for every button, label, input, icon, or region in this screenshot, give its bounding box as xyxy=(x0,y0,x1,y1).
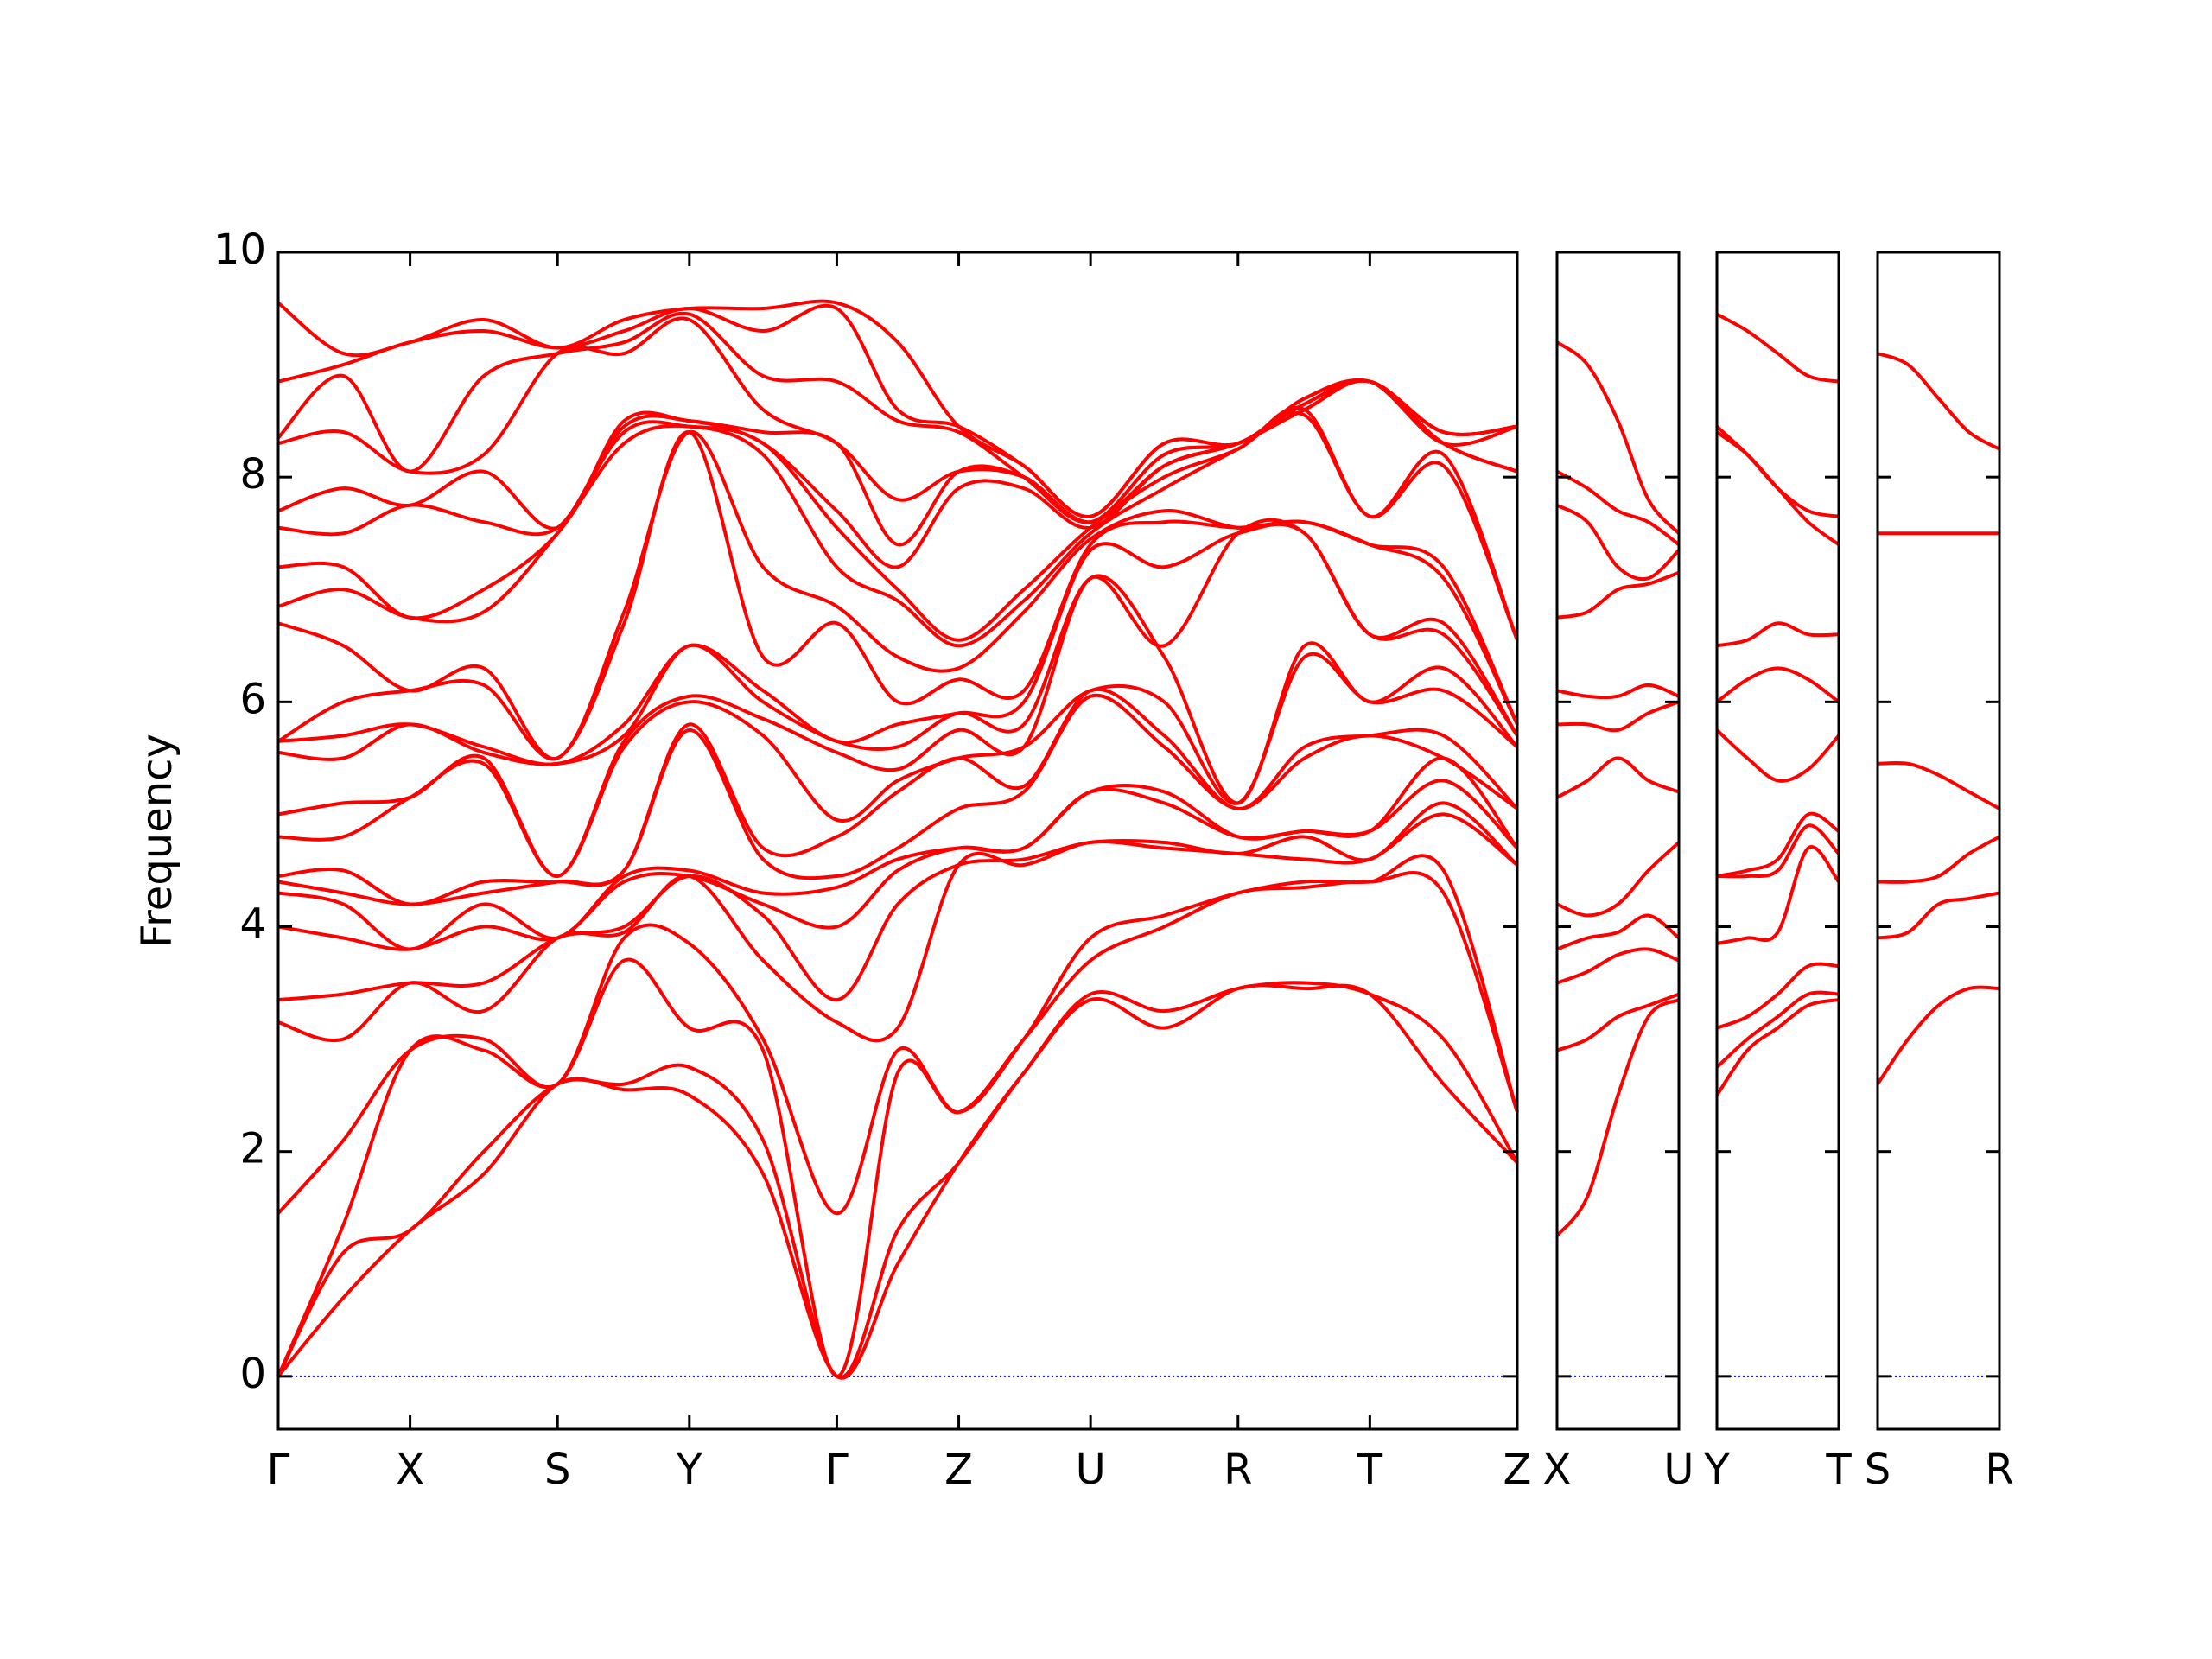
band-line xyxy=(1555,340,1681,535)
x-tick-label: S xyxy=(1865,1446,1891,1494)
band-line xyxy=(276,871,1519,1378)
band-line xyxy=(1715,728,1840,783)
y-axis-label: Frequency xyxy=(133,734,181,948)
x-tick-label: T xyxy=(1825,1446,1852,1494)
y-tick-label: 10 xyxy=(213,226,266,274)
x-tick-label: Z xyxy=(944,1446,973,1494)
band-line xyxy=(276,430,1519,761)
y-tick-label: 6 xyxy=(239,675,266,723)
band-line xyxy=(277,756,1519,951)
band-line xyxy=(1877,835,2000,884)
panel-frame xyxy=(1876,251,2001,1431)
band-line xyxy=(1556,756,1680,799)
x-tick-label: U xyxy=(1076,1446,1106,1494)
band-line xyxy=(1715,666,1840,703)
panel-frame xyxy=(276,251,1519,1431)
x-tick-label: R xyxy=(1985,1446,2013,1494)
band-line xyxy=(1877,760,2000,810)
band-line xyxy=(1716,845,1840,945)
band-line xyxy=(1556,913,1681,951)
band-line xyxy=(1715,990,1840,1069)
band-line xyxy=(276,311,1518,524)
band-line xyxy=(1556,841,1681,918)
band-line xyxy=(276,854,1519,1216)
y-tick-label: 4 xyxy=(239,900,266,949)
panel-frame xyxy=(1555,251,1681,1431)
y-tick-label: 0 xyxy=(239,1350,266,1398)
x-tick-label: Z xyxy=(1503,1446,1532,1494)
x-tick-label: R xyxy=(1224,1446,1252,1494)
band-line xyxy=(1556,947,1680,985)
band-line xyxy=(277,779,1519,951)
band-line xyxy=(1877,352,2000,451)
y-tick-label: 8 xyxy=(239,450,266,499)
band-line xyxy=(277,522,1519,766)
band-line xyxy=(1556,700,1680,733)
band-line xyxy=(1716,811,1840,878)
band-line xyxy=(1556,503,1681,582)
band-line xyxy=(1716,823,1840,879)
band-line xyxy=(1876,985,2000,1085)
x-tick-label: X xyxy=(1543,1446,1572,1494)
band-line xyxy=(276,983,1519,1380)
panel-frame xyxy=(1715,251,1840,1431)
band-line xyxy=(1556,992,1680,1052)
x-tick-label: Γ xyxy=(267,1446,290,1494)
band-line xyxy=(1556,683,1680,700)
band-line xyxy=(277,518,1519,766)
x-tick-label: X xyxy=(396,1446,424,1494)
band-line xyxy=(277,652,1519,878)
band-line xyxy=(276,981,1519,1380)
x-tick-label: Y xyxy=(676,1446,702,1494)
band-line xyxy=(277,378,1518,547)
band-line xyxy=(277,693,1519,906)
band-line xyxy=(1716,621,1840,648)
band-line xyxy=(1715,425,1840,518)
x-tick-label: U xyxy=(1663,1446,1694,1494)
band-line xyxy=(277,430,1519,760)
band-line xyxy=(1716,312,1840,384)
y-tick-label: 2 xyxy=(239,1125,266,1173)
band-line xyxy=(277,801,1519,1002)
x-tick-label: Y xyxy=(1703,1446,1730,1494)
band-line xyxy=(277,687,1519,906)
x-tick-label: T xyxy=(1357,1446,1383,1494)
band-line xyxy=(277,812,1519,1043)
band-line xyxy=(1877,891,2000,940)
x-tick-label: Γ xyxy=(825,1446,849,1494)
band-line xyxy=(1555,998,1680,1237)
band-line xyxy=(277,303,1518,518)
band-line xyxy=(277,574,1519,878)
band-line xyxy=(1716,962,1840,1030)
x-tick-label: S xyxy=(544,1446,570,1494)
band-line xyxy=(1715,998,1840,1096)
band-line xyxy=(276,299,1518,518)
band-line xyxy=(277,405,1519,642)
band-line xyxy=(1556,570,1680,620)
band-line xyxy=(1556,469,1681,546)
